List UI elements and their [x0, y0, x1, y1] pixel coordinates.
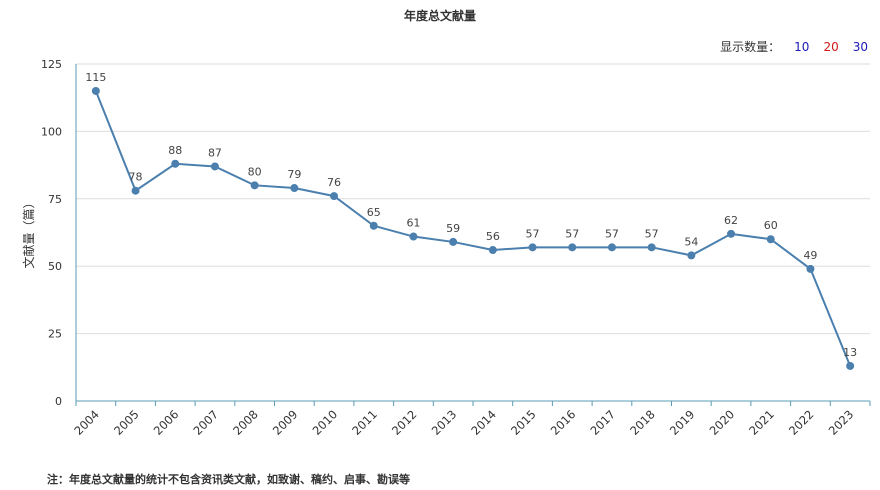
data-label: 56 [486, 230, 500, 243]
data-label: 88 [168, 144, 182, 157]
data-point [131, 186, 140, 195]
count-selector: 显示数量： 10 20 30 [720, 38, 868, 55]
data-label: 57 [526, 227, 540, 240]
data-label: 60 [764, 219, 778, 232]
y-tick-label: 25 [48, 328, 62, 341]
data-point [806, 264, 815, 273]
x-tick-label: 2010 [310, 407, 341, 438]
data-label: 13 [843, 346, 857, 359]
data-point [409, 232, 418, 241]
y-tick-label: 0 [55, 395, 62, 408]
series-line [94, 90, 852, 367]
data-point [488, 246, 497, 255]
data-label: 76 [327, 176, 341, 189]
data-point [727, 229, 736, 238]
count-option-20[interactable]: 20 [823, 39, 839, 54]
data-point [568, 243, 577, 252]
x-tick-label: 2009 [270, 407, 301, 438]
data-point [330, 192, 339, 201]
data-label: 79 [287, 168, 301, 181]
data-label: 57 [565, 227, 579, 240]
x-tick-label: 2011 [349, 407, 380, 438]
data-label: 57 [645, 227, 659, 240]
x-tick-label: 2022 [786, 407, 817, 438]
x-tick-label: 2004 [71, 407, 102, 438]
data-label: 61 [406, 217, 420, 230]
x-tick-label: 2018 [627, 407, 658, 438]
data-point [210, 162, 219, 171]
y-tick-label: 100 [41, 125, 62, 138]
data-label: 80 [248, 165, 262, 178]
y-tick-label: 75 [48, 193, 62, 206]
line-chart: 0 25 50 75 100 125 2004 2005 2006 2007 2008 2009 201… [21, 58, 871, 438]
count-option-30[interactable]: 30 [852, 39, 868, 54]
data-point [846, 361, 855, 370]
data-point [171, 159, 180, 168]
x-tick-label: 2021 [746, 407, 777, 438]
data-point [91, 86, 100, 95]
x-tick-label: 2006 [151, 407, 182, 438]
count-label: 显示数量： [720, 40, 781, 54]
data-point [528, 243, 537, 252]
data-point [290, 184, 299, 193]
data-label: 62 [724, 214, 738, 227]
x-tick-label: 2020 [707, 407, 738, 438]
x-tick-label: 2007 [190, 407, 221, 438]
data-point [607, 243, 616, 252]
data-point [369, 221, 378, 230]
y-tick-label: 125 [41, 58, 62, 71]
data-label: 115 [85, 71, 106, 84]
data-label: 57 [605, 227, 619, 240]
data-label: 87 [208, 146, 222, 159]
data-point [766, 235, 775, 244]
x-tick-label: 2012 [389, 407, 420, 438]
chart-title: 年度总文献量 [403, 9, 476, 23]
x-tick-label: 2016 [548, 407, 579, 438]
x-tick-label: 2014 [468, 407, 499, 438]
footnote: 注：年度总文献量的统计不包含资讯类文献，如致谢、稿约、启事、勘误等 [47, 473, 410, 486]
data-point [687, 251, 696, 260]
x-tick-label: 2017 [587, 407, 618, 438]
x-tick-label: 2019 [667, 407, 698, 438]
data-point [647, 243, 656, 252]
y-axis-label: 文献量（篇） [21, 196, 36, 268]
count-option-10[interactable]: 10 [794, 39, 810, 54]
data-label: 54 [684, 235, 698, 248]
y-tick-label: 50 [48, 260, 62, 273]
data-label: 65 [367, 206, 381, 219]
x-tick-label: 2013 [429, 407, 460, 438]
data-label: 59 [446, 222, 460, 235]
data-point [250, 181, 259, 190]
data-label: 78 [129, 171, 143, 184]
x-tick-label: 2008 [230, 407, 261, 438]
data-point [449, 237, 458, 246]
x-tick-label: 2005 [111, 407, 142, 438]
x-tick-label: 2015 [508, 407, 539, 438]
data-label: 49 [803, 249, 817, 262]
x-tick-label: 2023 [826, 407, 857, 438]
